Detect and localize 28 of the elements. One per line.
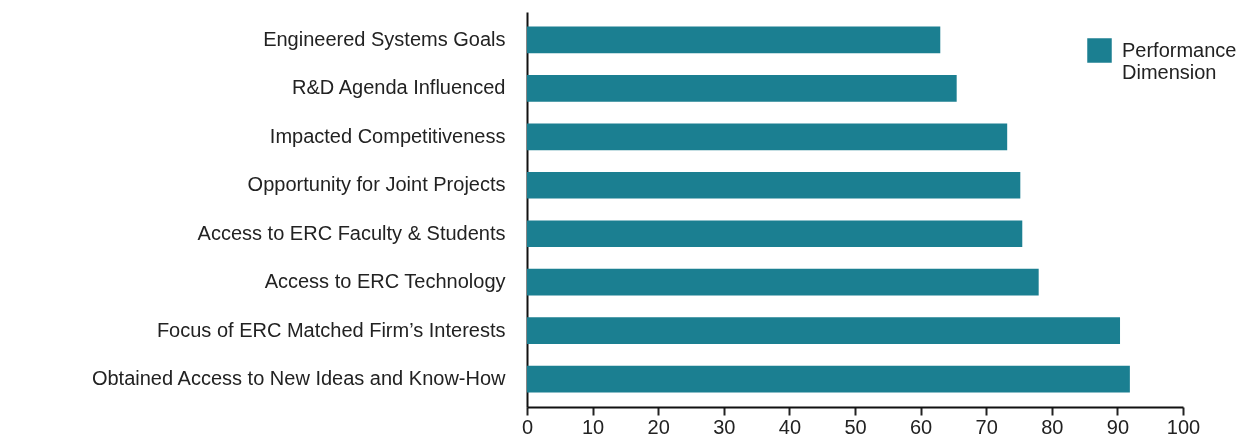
x-tick-label: 20 (647, 415, 670, 438)
x-tick-label: 40 (778, 415, 802, 438)
x-tick-label: 30 (713, 415, 736, 438)
bar (527, 75, 957, 102)
y-tick-label: Opportunity for Joint Projects (247, 173, 506, 196)
x-tick-label: 10 (581, 415, 605, 438)
y-tick-label: Access to ERC Faculty & Students (197, 221, 506, 244)
x-tick-label: 60 (909, 415, 933, 438)
y-tick-label: Obtained Access to New Ideas and Know-How (91, 367, 507, 390)
y-tick-label: Focus of ERC Matched Firm’s Interests (156, 318, 506, 341)
bar (527, 26, 941, 54)
x-tick-label: 50 (844, 415, 867, 438)
bar (527, 220, 1023, 248)
bar (527, 365, 1130, 393)
y-tick-label: R&D Agenda Influenced (292, 76, 506, 99)
x-tick-label: 80 (1041, 415, 1064, 438)
bar (527, 317, 1121, 344)
x-tick-label: 90 (1106, 415, 1130, 438)
bar (527, 171, 1021, 199)
x-tick-label: 0 (521, 415, 534, 438)
x-tick-label: 100 (1166, 415, 1201, 438)
legend-label: Performance Dimension (1122, 38, 1237, 83)
y-tick-label: Impacted Competitiveness (269, 124, 506, 147)
x-tick-label: 70 (975, 415, 998, 438)
y-tick-label: Engineered Systems Goals (263, 27, 506, 50)
bar (527, 123, 1008, 151)
y-tick-label: Access to ERC Technology (264, 270, 506, 293)
bar (527, 268, 1039, 296)
